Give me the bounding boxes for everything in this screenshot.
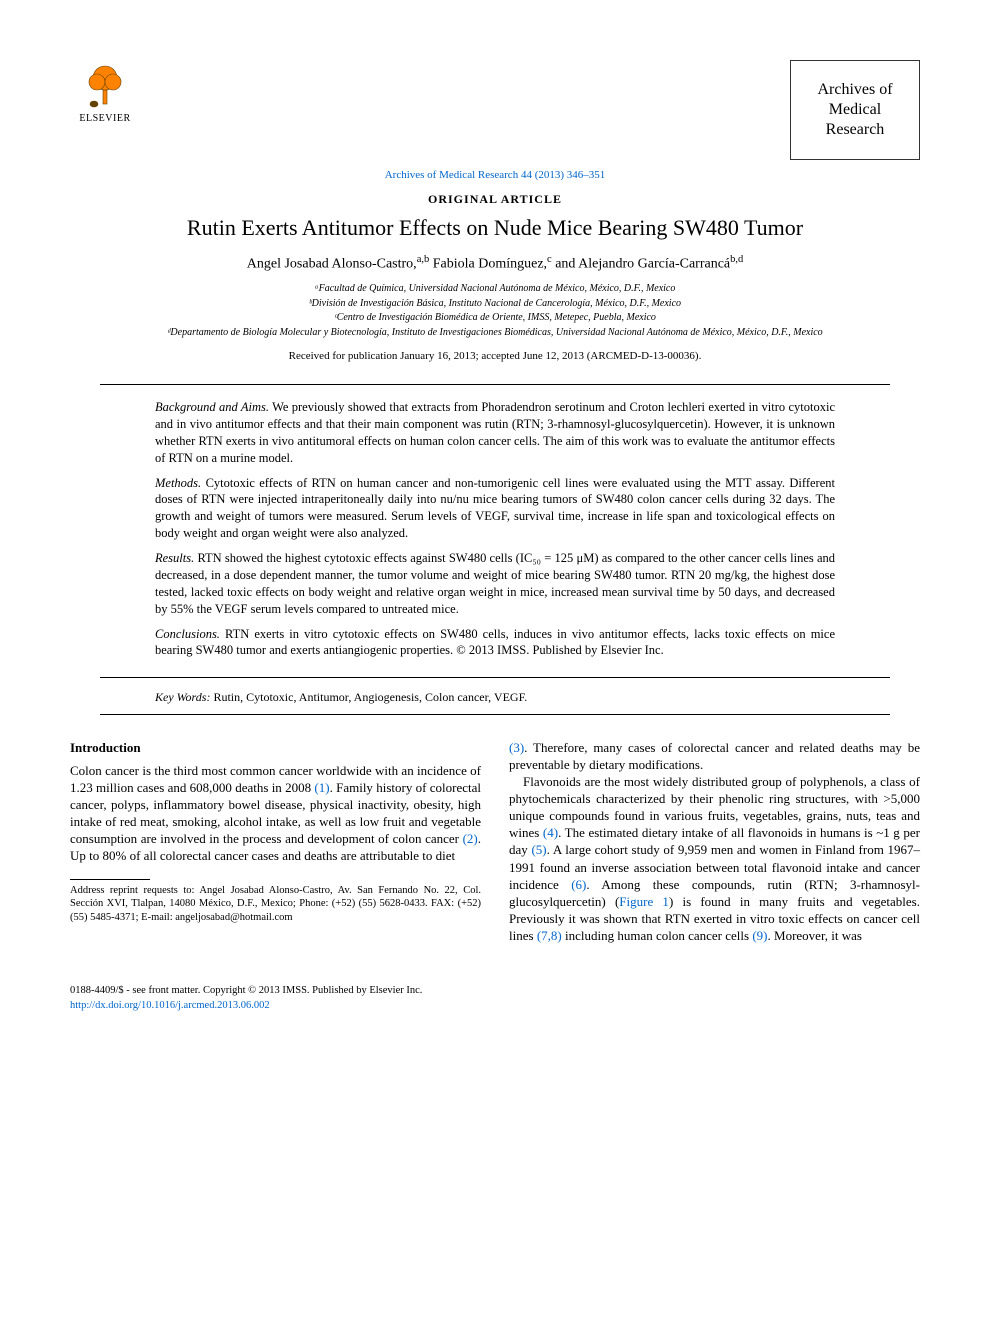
footnote-rule bbox=[70, 879, 150, 880]
ref-1[interactable]: (1) bbox=[314, 780, 329, 795]
abstract: Background and Aims. We previously showe… bbox=[100, 384, 890, 678]
journal-reference[interactable]: Archives of Medical Research 44 (2013) 3… bbox=[70, 168, 920, 183]
page-footer: 0188-4409/$ - see front matter. Copyrigh… bbox=[70, 984, 920, 1012]
received-date: Received for publication January 16, 201… bbox=[70, 349, 920, 364]
conclusions-text: RTN exerts in vitro cytotoxic effects on… bbox=[155, 627, 835, 658]
reprint-footnote: Address reprint requests to: Angel Josab… bbox=[70, 884, 481, 925]
authors: Angel Josabad Alonso-Castro,a,b Fabiola … bbox=[70, 253, 920, 275]
results-text: RTN showed the highest cytotoxic effects… bbox=[155, 551, 835, 616]
header-row: ELSEVIER Archives of Medical Research bbox=[70, 60, 920, 160]
publisher-name: ELSEVIER bbox=[70, 112, 140, 126]
methods-text: Cytotoxic effects of RTN on human cancer… bbox=[155, 476, 835, 541]
figure-1-link[interactable]: Figure 1 bbox=[619, 894, 669, 909]
ref-3[interactable]: (3) bbox=[509, 740, 524, 755]
affiliations: ᵃFacultad de Química, Universidad Nacion… bbox=[70, 282, 920, 339]
abstract-conclusions: Conclusions. RTN exerts in vitro cytotox… bbox=[155, 626, 835, 660]
ref-9[interactable]: (9) bbox=[752, 928, 767, 943]
methods-label: Methods. bbox=[155, 476, 201, 490]
conclusions-label: Conclusions. bbox=[155, 627, 220, 641]
keywords-text: Rutin, Cytotoxic, Antitumor, Angiogenesi… bbox=[210, 690, 527, 704]
abstract-methods: Methods. Cytotoxic effects of RTN on hum… bbox=[155, 475, 835, 543]
affiliation-c: ᶜCentro de Investigación Biomédica de Or… bbox=[70, 311, 920, 325]
keywords-label: Key Words: bbox=[155, 690, 210, 704]
journal-name: Archives of Medical Research bbox=[799, 80, 911, 140]
publisher-logo: ELSEVIER bbox=[70, 60, 140, 126]
affiliation-a: ᵃFacultad de Química, Universidad Nacion… bbox=[70, 282, 920, 296]
intro-para-2: Flavonoids are the most widely distribut… bbox=[509, 773, 920, 945]
intro-para-1-cont: (3). Therefore, many cases of colorectal… bbox=[509, 739, 920, 773]
journal-logo-box: Archives of Medical Research bbox=[790, 60, 920, 160]
ref-5[interactable]: (5) bbox=[531, 842, 546, 857]
right-column: (3). Therefore, many cases of colorectal… bbox=[509, 739, 920, 945]
body-columns: Introduction Colon cancer is the third m… bbox=[70, 739, 920, 945]
background-label: Background and Aims. bbox=[155, 400, 269, 414]
ref-6[interactable]: (6) bbox=[571, 877, 586, 892]
left-column: Introduction Colon cancer is the third m… bbox=[70, 739, 481, 945]
article-title: Rutin Exerts Antitumor Effects on Nude M… bbox=[70, 213, 920, 243]
abstract-background: Background and Aims. We previously showe… bbox=[155, 399, 835, 467]
ref-7-8[interactable]: (7,8) bbox=[537, 928, 562, 943]
affiliation-b: ᵇDivisión de Investigación Básica, Insti… bbox=[70, 297, 920, 311]
results-label: Results. bbox=[155, 551, 194, 565]
introduction-heading: Introduction bbox=[70, 739, 481, 756]
affiliation-d: ᵈDepartamento de Biología Molecular y Bi… bbox=[70, 326, 920, 340]
keywords: Key Words: Rutin, Cytotoxic, Antitumor, … bbox=[100, 686, 890, 714]
doi-link[interactable]: http://dx.doi.org/10.1016/j.arcmed.2013.… bbox=[70, 999, 920, 1013]
intro-para-1: Colon cancer is the third most common ca… bbox=[70, 762, 481, 865]
ref-2[interactable]: (2) bbox=[463, 831, 478, 846]
elsevier-tree-icon bbox=[80, 60, 130, 110]
article-type: ORIGINAL ARTICLE bbox=[70, 191, 920, 207]
issn-copyright: 0188-4409/$ - see front matter. Copyrigh… bbox=[70, 984, 920, 998]
abstract-results: Results. RTN showed the highest cytotoxi… bbox=[155, 550, 835, 618]
ref-4[interactable]: (4) bbox=[543, 825, 558, 840]
